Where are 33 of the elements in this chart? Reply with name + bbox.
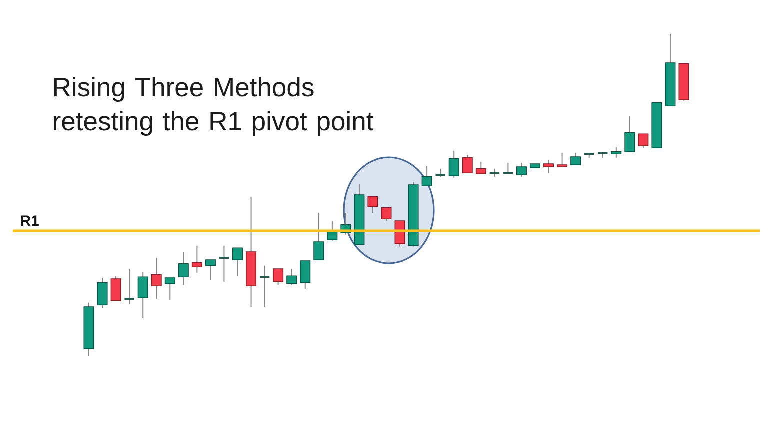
candlestick [381, 207, 392, 222]
candlestick [611, 146, 622, 158]
candlestick [178, 251, 189, 286]
candlestick [557, 152, 568, 168]
candlestick [624, 116, 636, 152]
candlestick [138, 271, 148, 318]
candlestick [422, 166, 432, 186]
candlestick [286, 268, 298, 286]
candlestick [394, 220, 406, 248]
candlestick [300, 260, 311, 290]
candlestick [462, 154, 473, 174]
candlestick [258, 265, 271, 308]
candlestick [638, 134, 649, 148]
candlestick [232, 248, 244, 277]
candlestick [218, 245, 230, 282]
candlestick [151, 258, 162, 300]
candlestick [164, 278, 176, 300]
candlestick [570, 152, 582, 166]
candlestick [97, 278, 108, 309]
text: Rising Three Methods retesting the R1 pivot point [54, 77, 374, 136]
candlestick [273, 268, 284, 286]
candlestick [205, 260, 216, 280]
candlestick [516, 162, 527, 178]
candlestick [192, 245, 202, 274]
candlestick [448, 150, 460, 178]
candlestick [368, 196, 378, 214]
candlestick [124, 268, 136, 305]
candlestick [476, 162, 486, 175]
candlestick [502, 162, 514, 174]
candlestick [544, 159, 554, 174]
candlestick [314, 212, 324, 261]
candlestick [110, 276, 122, 302]
ref-line-label: R1 [21, 216, 39, 226]
